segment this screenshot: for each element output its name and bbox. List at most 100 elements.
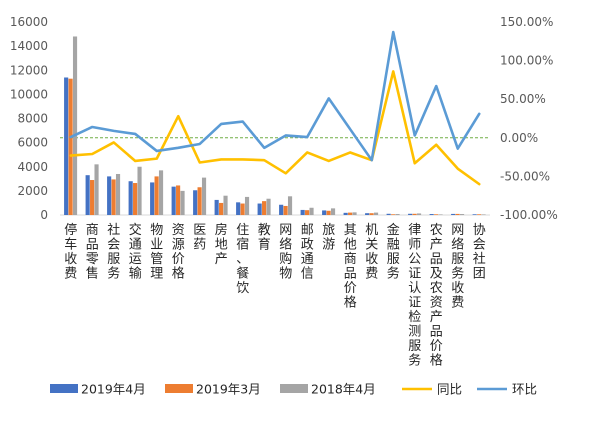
bar-2-1 xyxy=(94,164,99,215)
bar-1-13 xyxy=(348,212,353,215)
legend-swatch xyxy=(165,384,193,393)
line-series-0 xyxy=(69,70,481,186)
category-label: 交通运输 xyxy=(129,222,142,282)
category-label: 金融服务 xyxy=(387,222,400,282)
y-left-tick-label: 10000 xyxy=(10,87,48,101)
category-label: 旅游 xyxy=(322,223,335,253)
category-label: 资源价格 xyxy=(172,223,185,282)
bar-1-19 xyxy=(477,214,482,215)
y-left-tick-label: 2000 xyxy=(17,184,48,198)
bar-0-19 xyxy=(472,214,477,215)
bar-1-14 xyxy=(369,213,374,215)
bar-0-12 xyxy=(322,210,327,215)
y-left-tick-label: 12000 xyxy=(10,63,48,77)
legend-label: 2018年4月 xyxy=(311,382,376,397)
bar-2-8 xyxy=(244,196,250,215)
bar-1-12 xyxy=(326,210,331,215)
legend-label: 2019年3月 xyxy=(196,382,261,397)
y-left-tick-label: 6000 xyxy=(17,136,48,150)
category-label: 农产品及农资产品价格 xyxy=(430,223,443,369)
bars-layer xyxy=(64,36,486,216)
category-label: 物业管理 xyxy=(150,223,163,282)
category-label: 律师公证认证检测服务 xyxy=(408,223,421,369)
y-left-tick-label: 16000 xyxy=(10,15,48,29)
category-label: 住宿、餐饮 xyxy=(236,223,249,296)
bar-0-11 xyxy=(300,209,305,215)
bar-1-17 xyxy=(434,214,439,215)
bar-0-14 xyxy=(365,213,370,215)
bar-1-2 xyxy=(111,179,116,215)
bar-1-6 xyxy=(197,187,202,215)
bar-2-19 xyxy=(481,214,486,215)
bar-0-7 xyxy=(214,199,219,215)
bar-0-16 xyxy=(408,213,413,215)
legend-swatch xyxy=(280,384,308,393)
bar-2-12 xyxy=(330,208,336,215)
bar-2-9 xyxy=(266,198,271,215)
y-left-tick-label: 0 xyxy=(40,208,48,222)
y-right-tick-label: 0.00% xyxy=(500,131,538,145)
bar-0-0 xyxy=(64,77,69,216)
bar-2-2 xyxy=(115,173,121,215)
bar-1-18 xyxy=(455,213,460,215)
bar-1-11 xyxy=(305,210,310,215)
category-label: 网络服务收费 xyxy=(451,223,464,311)
bar-1-10 xyxy=(283,205,288,215)
legend: 2019年4月 2019年3月 2018年4月 同比 环比 xyxy=(50,382,537,397)
bar-2-6 xyxy=(201,177,207,215)
category-label: 教育 xyxy=(258,222,271,253)
bar-1-9 xyxy=(262,201,267,215)
y-left-tick-label: 4000 xyxy=(17,160,48,174)
bar-2-3 xyxy=(137,166,142,215)
bar-2-18 xyxy=(459,214,465,215)
bar-0-15 xyxy=(386,213,391,215)
bar-2-16 xyxy=(416,213,422,215)
bar-0-3 xyxy=(128,181,133,215)
category-label: 商品零售 xyxy=(86,223,99,282)
category-label: 网络购物 xyxy=(279,223,292,282)
bar-1-3 xyxy=(133,183,138,215)
legend-label: 环比 xyxy=(512,382,537,397)
bar-0-8 xyxy=(236,202,241,215)
category-label: 房地产 xyxy=(215,222,228,267)
bar-2-4 xyxy=(158,170,164,215)
category-label: 医药 xyxy=(193,223,206,253)
bar-0-10 xyxy=(279,204,284,215)
category-label: 邮政通信 xyxy=(301,223,314,282)
bar-2-14 xyxy=(373,212,379,215)
y-right-tick-label: 150.00% xyxy=(500,15,553,29)
line-series-1 xyxy=(69,30,481,162)
bar-1-1 xyxy=(90,180,95,215)
y-right-tick-label: -50.00% xyxy=(500,169,550,183)
bar-1-4 xyxy=(154,176,159,215)
bar-0-18 xyxy=(451,213,456,215)
bar-0-4 xyxy=(150,182,155,215)
bar-1-7 xyxy=(219,202,224,215)
category-label: 机关收费 xyxy=(365,223,378,282)
bar-2-17 xyxy=(438,214,443,215)
bar-1-15 xyxy=(391,214,396,215)
category-label: 协会社团 xyxy=(473,223,486,282)
legend-label: 同比 xyxy=(437,382,462,397)
bar-1-16 xyxy=(412,213,417,215)
bar-2-5 xyxy=(180,190,185,216)
legend-label: 2019年4月 xyxy=(81,382,146,397)
category-label: 停车收费 xyxy=(64,222,77,282)
category-label: 其他商品价格 xyxy=(344,223,357,311)
bar-2-11 xyxy=(309,207,314,215)
lines-layer xyxy=(69,30,481,186)
bar-2-10 xyxy=(287,196,293,215)
legend-swatch xyxy=(50,384,78,393)
y-left-tick-label: 8000 xyxy=(17,112,48,126)
bar-1-5 xyxy=(176,185,181,215)
bar-2-13 xyxy=(352,212,357,215)
bar-0-5 xyxy=(171,186,176,215)
bar-2-0 xyxy=(72,36,78,215)
category-label: 社会服务 xyxy=(107,222,120,282)
bar-2-7 xyxy=(223,195,228,215)
bar-1-8 xyxy=(240,203,245,215)
bar-0-13 xyxy=(343,212,348,215)
bar-2-15 xyxy=(395,214,400,215)
